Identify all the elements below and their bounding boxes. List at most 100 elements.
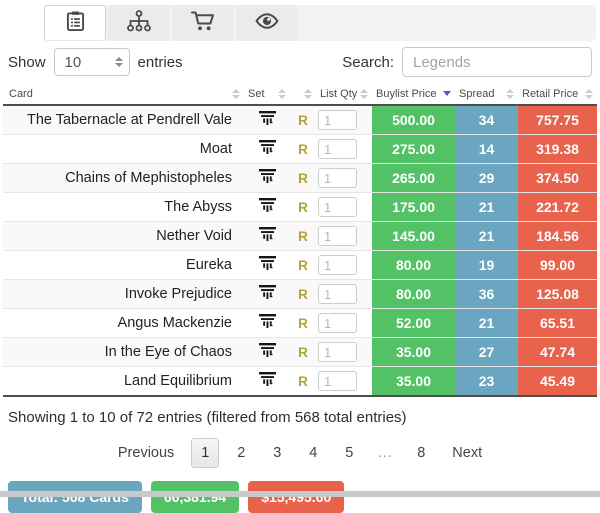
sort-desc-icon bbox=[443, 91, 451, 96]
shopping-cart-icon bbox=[191, 10, 215, 37]
column-header-card[interactable]: Card bbox=[3, 83, 244, 104]
card-table: Card Set List Qty Buylist Price Spread R… bbox=[3, 83, 597, 397]
rarity-badge: R bbox=[298, 228, 308, 244]
legends-set-icon bbox=[258, 139, 276, 159]
buylist-price-cell: 35.00 bbox=[372, 367, 455, 395]
table-row: Invoke Prejudice R 80.00 36 125.08 bbox=[3, 280, 597, 309]
sort-arrows-icon bbox=[232, 88, 240, 99]
rarity-badge: R bbox=[298, 344, 308, 360]
retail-price-cell: 221.72 bbox=[518, 193, 597, 221]
tab-sets-tree[interactable] bbox=[108, 5, 170, 41]
total-buylist-badge[interactable]: 66,381.94 bbox=[150, 481, 240, 513]
tab-card-list[interactable] bbox=[44, 5, 106, 41]
list-qty-input[interactable] bbox=[318, 313, 357, 333]
spread-cell: 34 bbox=[455, 106, 518, 134]
list-qty-input[interactable] bbox=[318, 342, 357, 362]
table-row: Land Equilibrium R 35.00 23 45.49 bbox=[3, 367, 597, 395]
legends-set-icon bbox=[258, 284, 276, 304]
rarity-badge: R bbox=[298, 170, 308, 186]
card-name: The Tabernacle at Pendrell Vale bbox=[26, 112, 232, 128]
column-header-set[interactable]: Set bbox=[244, 83, 290, 104]
list-qty-cell bbox=[316, 164, 372, 192]
table-body: The Tabernacle at Pendrell Vale R 500.00… bbox=[3, 106, 597, 395]
sort-arrows-icon bbox=[585, 88, 593, 99]
table-row: Angus Mackenzie R 52.00 21 65.51 bbox=[3, 309, 597, 338]
page-number-button[interactable]: 4 bbox=[309, 445, 318, 461]
list-qty-input[interactable] bbox=[318, 284, 357, 304]
spread-cell: 21 bbox=[455, 222, 518, 250]
list-qty-cell bbox=[316, 193, 372, 221]
set-cell bbox=[244, 193, 290, 221]
list-qty-input[interactable] bbox=[318, 226, 357, 246]
spread-cell: 19 bbox=[455, 251, 518, 279]
rarity-badge: R bbox=[298, 141, 308, 157]
totals-bar: Total: 568 Cards 66,381.94 $15,495.60 bbox=[8, 481, 600, 513]
column-header-list-qty[interactable]: List Qty bbox=[316, 83, 372, 104]
set-cell bbox=[244, 280, 290, 308]
set-cell bbox=[244, 338, 290, 366]
list-qty-cell bbox=[316, 251, 372, 279]
legends-set-icon bbox=[258, 255, 276, 275]
entries-label: entries bbox=[137, 53, 183, 71]
previous-page-button[interactable]: Previous bbox=[117, 445, 175, 461]
list-qty-input[interactable] bbox=[318, 371, 357, 391]
column-header-rarity[interactable] bbox=[290, 83, 316, 104]
list-qty-cell bbox=[316, 309, 372, 337]
total-cards-badge[interactable]: Total: 568 Cards bbox=[8, 481, 142, 513]
list-qty-input[interactable] bbox=[318, 168, 357, 188]
legends-set-icon bbox=[258, 313, 276, 333]
buylist-price-cell: 145.00 bbox=[372, 222, 455, 250]
tab-watchlist[interactable] bbox=[236, 5, 298, 41]
table-row: Nether Void R 145.00 21 184.56 bbox=[3, 222, 597, 251]
rarity-badge: R bbox=[298, 286, 308, 302]
table-row: In the Eye of Chaos R 35.00 27 47.74 bbox=[3, 338, 597, 367]
total-retail-badge[interactable]: $15,495.60 bbox=[248, 481, 345, 513]
table-row: Eureka R 80.00 19 99.00 bbox=[3, 251, 597, 280]
page-number-button[interactable]: 8 bbox=[417, 445, 426, 461]
tab-buylist-cart[interactable] bbox=[172, 5, 234, 41]
list-qty-input[interactable] bbox=[318, 255, 357, 275]
column-header-spread[interactable]: Spread bbox=[455, 83, 518, 104]
set-cell bbox=[244, 106, 290, 134]
legends-set-icon bbox=[258, 342, 276, 362]
list-qty-input[interactable] bbox=[318, 197, 357, 217]
page-number-button[interactable]: 3 bbox=[273, 445, 282, 461]
page-number-button[interactable]: 5 bbox=[345, 445, 354, 461]
search-input[interactable] bbox=[402, 47, 592, 77]
card-name: Invoke Prejudice bbox=[124, 286, 232, 302]
page-number-button[interactable]: 1 bbox=[191, 438, 220, 468]
next-page-button[interactable]: Next bbox=[452, 445, 483, 461]
set-cell bbox=[244, 164, 290, 192]
spread-cell: 21 bbox=[455, 309, 518, 337]
spread-cell: 36 bbox=[455, 280, 518, 308]
search-label: Search: bbox=[342, 53, 394, 71]
card-name: Nether Void bbox=[156, 228, 232, 244]
eye-icon bbox=[254, 11, 280, 36]
spread-cell: 21 bbox=[455, 193, 518, 221]
rarity-badge: R bbox=[298, 257, 308, 273]
page-size-select[interactable]: 10 bbox=[53, 48, 130, 76]
entries-summary: Showing 1 to 10 of 72 entries (filtered … bbox=[8, 409, 407, 426]
list-qty-input[interactable] bbox=[318, 139, 357, 159]
page-number-button[interactable]: 2 bbox=[237, 445, 246, 461]
page-size-value: 10 bbox=[64, 53, 82, 71]
view-tab-bar bbox=[44, 5, 596, 41]
retail-price-cell: 47.74 bbox=[518, 338, 597, 366]
retail-price-cell: 184.56 bbox=[518, 222, 597, 250]
set-cell bbox=[244, 222, 290, 250]
list-qty-cell bbox=[316, 135, 372, 163]
legends-set-icon bbox=[258, 226, 276, 246]
column-header-buylist-price[interactable]: Buylist Price bbox=[372, 83, 455, 104]
column-header-retail-price[interactable]: Retail Price bbox=[518, 83, 597, 104]
sort-arrows-icon bbox=[278, 88, 286, 99]
buylist-price-cell: 80.00 bbox=[372, 251, 455, 279]
table-row: Chains of Mephistopheles R 265.00 29 374… bbox=[3, 164, 597, 193]
list-qty-input[interactable] bbox=[318, 110, 357, 130]
card-name: The Abyss bbox=[164, 199, 232, 215]
retail-price-cell: 319.38 bbox=[518, 135, 597, 163]
retail-price-cell: 125.08 bbox=[518, 280, 597, 308]
table-row: The Abyss R 175.00 21 221.72 bbox=[3, 193, 597, 222]
buylist-price-cell: 175.00 bbox=[372, 193, 455, 221]
retail-price-cell: 65.51 bbox=[518, 309, 597, 337]
buylist-price-cell: 80.00 bbox=[372, 280, 455, 308]
